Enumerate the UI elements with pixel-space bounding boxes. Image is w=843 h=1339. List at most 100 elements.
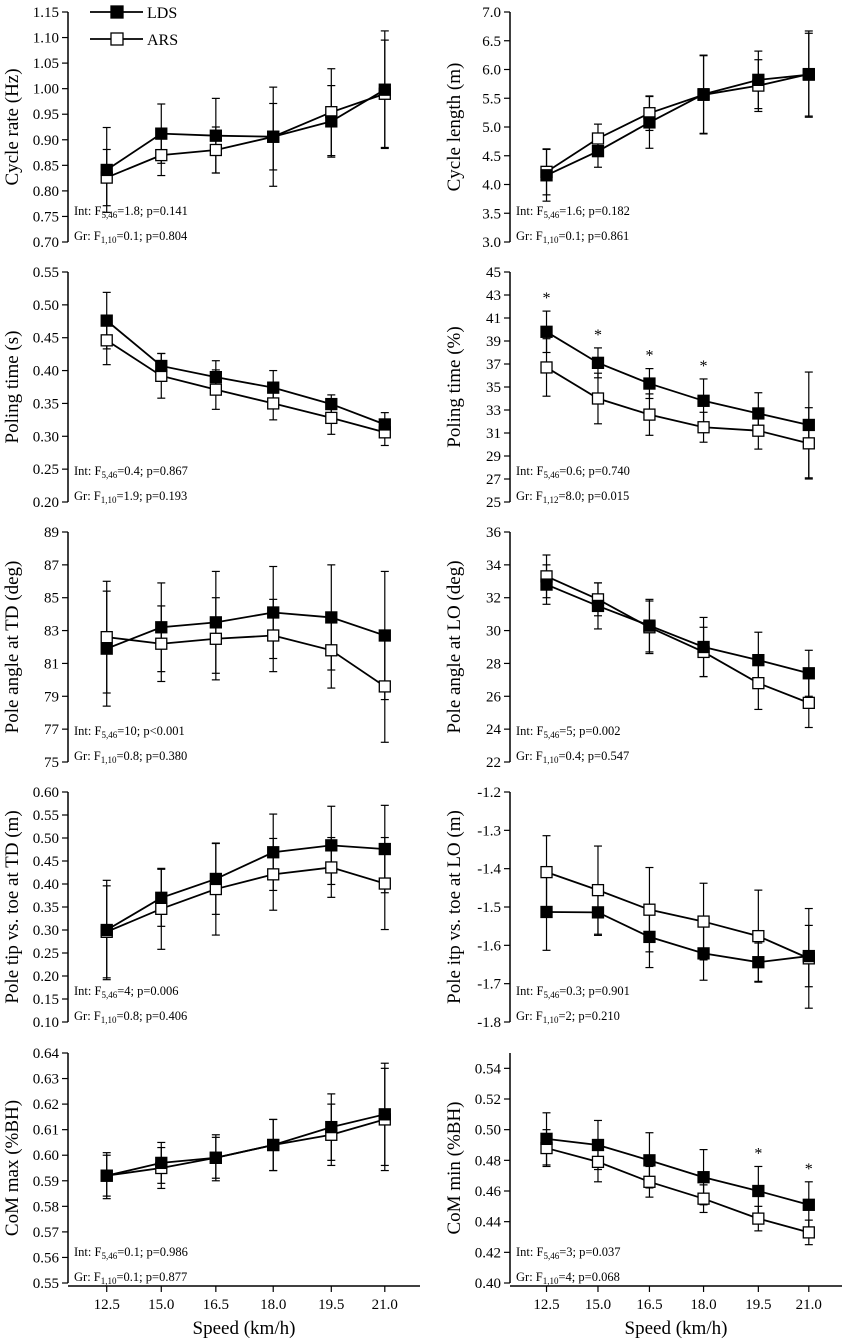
chart-0-y-tick-label: 0.75 <box>33 209 59 225</box>
chart-7-lds-line <box>546 911 809 964</box>
chart-7-y-tick-label: -1.2 <box>477 785 501 801</box>
chart-6-y-tick-label: 0.20 <box>33 969 59 985</box>
chart-7-y-tick-label: -1.4 <box>477 862 501 878</box>
chart-3-lds-point <box>643 377 656 390</box>
chart-7-lds-point <box>802 949 815 963</box>
chart-8-lds-point <box>155 1156 168 1170</box>
chart-3-stats-line: Int: F5,46=0.6; p=0.740 <box>516 464 630 480</box>
chart-3-ars-point <box>697 421 710 434</box>
chart-4-lds-point <box>378 629 391 642</box>
chart-9-y-label: CoM min (%BH) <box>444 1102 465 1235</box>
chart-6-lds-point <box>267 846 280 859</box>
chart-1-lds-point <box>752 73 765 86</box>
chart-9-y-tick-label: 0.44 <box>475 1215 502 1231</box>
chart-6-lds-line <box>106 844 385 931</box>
chart-8-y-tick-label: 0.55 <box>33 1276 59 1292</box>
chart-0-ars-point <box>209 143 222 157</box>
chart-2: 0.20 0.25 0.30 0.35 0.40 0.45 0.50 0.55 Poling t… <box>2 265 391 511</box>
chart-9-lds-point <box>643 1154 656 1167</box>
chart-7-y-label: Pole itp vs. toe at LO (m) <box>444 810 465 1004</box>
chart-7-ars-point <box>591 883 605 897</box>
chart-2-stats-line: Gr: F1,10=1.9; p=0.193 <box>74 489 187 505</box>
chart-5-lds-point <box>540 578 553 591</box>
chart-6-y-tick-label: 0.15 <box>33 992 59 1008</box>
chart-2-stats-line: Int: F5,46=0.4; p=0.867 <box>74 464 188 480</box>
chart-9-ars-point <box>752 1212 765 1225</box>
chart-6: 0.10 0.15 0.20 0.25 0.30 0.35 0.40 0.45 0.50 0.55… <box>2 785 391 1031</box>
chart-1-y-tick-label: 7.0 <box>482 5 501 21</box>
chart-3-significance-star: * <box>645 348 653 365</box>
chart-2-y-tick-label: 0.25 <box>33 462 59 478</box>
chart-6-ars-point <box>155 902 168 915</box>
chart-4-lds-point <box>209 616 222 629</box>
chart-7-stats-line: Int: F5,46=0.3; p=0.901 <box>516 984 630 1000</box>
chart-3-lds-point <box>697 394 710 407</box>
chart-9-stats-line: Int: F5,46=3; p=0.037 <box>516 1245 621 1261</box>
chart-7-y-tick-label: -1.8 <box>477 1015 501 1031</box>
chart-2-lds-point <box>267 381 280 394</box>
chart-5-ars-line <box>546 575 810 704</box>
chart-6-y-tick-label: 0.60 <box>33 785 59 801</box>
chart-0-y-tick-label: 0.90 <box>33 133 59 149</box>
chart-1-ars-line <box>546 73 809 173</box>
chart-9-lds-point <box>752 1184 765 1198</box>
chart-4-y-tick-label: 87 <box>44 558 60 574</box>
chart-6-y-tick-label: 0.35 <box>33 900 59 916</box>
chart-3-y-tick-label: 35 <box>486 380 501 396</box>
chart-4-y-tick-label: 81 <box>44 656 59 672</box>
chart-8-y-label: CoM max (%BH) <box>2 1100 23 1236</box>
chart-6-lds-point <box>325 839 338 852</box>
chart-3-significance-star: * <box>700 358 708 375</box>
chart-3-y-tick-label: 37 <box>486 357 502 373</box>
chart-6-stats-line: Int: F5,46=4; p=0.006 <box>74 984 179 1000</box>
chart-0-y-tick-label: 0.95 <box>33 107 59 123</box>
chart-4-ars-point <box>325 644 338 657</box>
chart-8-y-tick-label: 0.57 <box>33 1225 60 1241</box>
chart-7-y-tick-label: -1.6 <box>477 938 501 954</box>
chart-4-ars-line <box>106 634 386 688</box>
chart-2-y-tick-label: 0.35 <box>33 396 59 412</box>
chart-9-x-tick-label: 21.0 <box>796 1297 822 1313</box>
chart-4-y-tick-label: 75 <box>44 755 59 771</box>
chart-8-ars-line <box>106 1118 386 1177</box>
chart-5-lds-point <box>697 640 710 654</box>
chart-3-y-tick-label: 27 <box>486 472 502 488</box>
chart-5-stats-line: Int: F5,46=5; p=0.002 <box>516 724 621 740</box>
chart-1: 3.0 3.5 4.0 4.5 5.0 5.5 6.0 6.5 7.0 Cycle length … <box>444 5 815 251</box>
chart-0-y-tick-label: 1.10 <box>33 31 59 47</box>
chart-2-lds-point <box>325 397 338 411</box>
chart-2-y-tick-label: 0.40 <box>33 364 59 380</box>
chart-8-y-tick-label: 0.59 <box>33 1174 59 1190</box>
chart-1-lds-point <box>540 169 553 182</box>
legend: LDS ARS <box>90 5 178 49</box>
chart-8-y-tick-label: 0.62 <box>33 1097 59 1113</box>
chart-2-ars-line <box>106 339 386 434</box>
chart-4-lds-point <box>325 611 338 624</box>
chart-5-y-tick-label: 34 <box>486 558 502 574</box>
chart-0-lds-point <box>100 163 113 177</box>
chart-8-lds-point <box>209 1151 222 1164</box>
chart-5-y-tick-label: 22 <box>486 755 501 771</box>
chart-1-y-tick-label: 4.0 <box>482 178 501 194</box>
chart-7-ars-point <box>697 915 710 928</box>
chart-3-ars-point <box>540 361 553 374</box>
chart-0-ars-point <box>155 148 168 162</box>
chart-5: 22 24 26 28 30 32 34 36 Pole angle at LO (deg) In… <box>444 525 815 771</box>
chart-2-y-tick-label: 0.30 <box>33 429 59 445</box>
chart-7-y-tick-label: -1.7 <box>477 977 501 993</box>
chart-0-lds-line <box>106 88 386 171</box>
chart-7-y-tick-label: -1.3 <box>477 823 501 839</box>
chart-6-y-tick-label: 0.30 <box>33 923 59 939</box>
chart-4: 75 77 79 81 83 85 87 89 Pole angle at TD (deg) In… <box>2 525 391 771</box>
chart-8-y-tick-label: 0.60 <box>33 1148 59 1164</box>
chart-6-y-tick-label: 0.10 <box>33 1015 59 1031</box>
chart-9-ars-line <box>546 1147 810 1234</box>
chart-8-y-tick-label: 0.58 <box>33 1199 59 1215</box>
chart-7-ars-point <box>643 903 656 916</box>
chart-5-ars-point <box>752 676 765 690</box>
chart-0-lds-point <box>267 130 280 143</box>
chart-9-ars-point <box>591 1155 605 1169</box>
chart-3-lds-point <box>752 407 765 420</box>
chart-3-ars-point <box>802 437 815 450</box>
